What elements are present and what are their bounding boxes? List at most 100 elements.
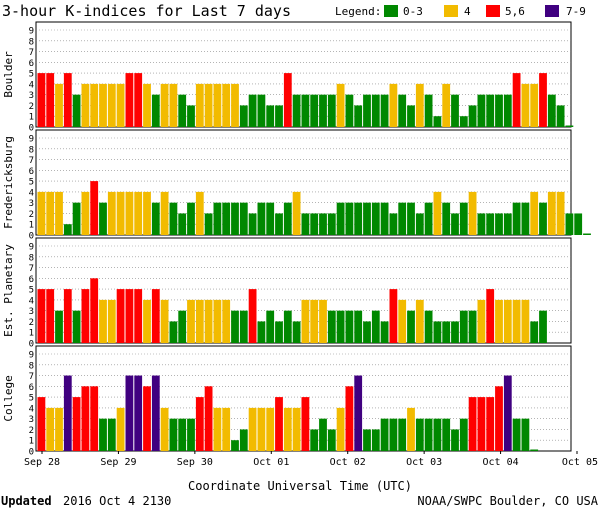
k-bar (495, 213, 503, 235)
k-bar (72, 397, 81, 451)
k-bar (380, 94, 389, 127)
k-bar (72, 202, 81, 235)
k-bar (371, 202, 380, 235)
legend-entry-4: 4 (464, 5, 471, 18)
k-bar (433, 116, 442, 127)
y-tick-label: 3 (29, 307, 34, 317)
k-bar (222, 407, 231, 451)
k-bar (442, 321, 451, 343)
k-bar (512, 299, 521, 343)
k-bar (204, 83, 213, 127)
k-bar (407, 310, 415, 343)
k-bar (169, 321, 178, 343)
k-bar (46, 73, 55, 127)
k-bar (63, 375, 72, 451)
k-bar (547, 94, 556, 127)
k-bar (283, 407, 292, 451)
k-bar (151, 375, 160, 451)
k-bar (160, 191, 169, 235)
x-tick-label: Oct 04 (483, 457, 519, 468)
k-bar (81, 83, 90, 127)
k-bar (319, 213, 327, 235)
k-bar (547, 191, 556, 235)
k-bar (248, 94, 257, 127)
y-tick-label: 9 (29, 243, 34, 253)
y-tick-label: 0 (29, 448, 34, 458)
k-bar (319, 299, 327, 343)
k-bar (442, 418, 451, 451)
k-bar (451, 94, 459, 127)
k-bar (424, 202, 433, 235)
y-tick-label: 2 (29, 210, 34, 220)
k-bar (222, 299, 231, 343)
k-bar (319, 418, 327, 451)
k-bar (459, 418, 468, 451)
k-bar (222, 83, 231, 127)
k-bar (187, 105, 195, 127)
k-bar (151, 202, 160, 235)
k-bar (451, 213, 459, 235)
k-bar (63, 289, 72, 343)
y-tick-label: 2 (29, 426, 34, 436)
k-bar (292, 321, 301, 343)
legend: Legend: 0-3 4 5,6 7-9 (335, 5, 586, 18)
k-bar (178, 310, 187, 343)
series-name: College (2, 375, 15, 421)
k-bar (459, 202, 468, 235)
k-bar (204, 299, 213, 343)
k-bar (143, 299, 151, 343)
y-tick-label: 5 (29, 70, 34, 80)
k-bar (415, 418, 424, 451)
k-bar (486, 289, 495, 343)
k-bar (90, 83, 99, 127)
legend-entry-7-9: 7-9 (566, 5, 586, 18)
k-bar (55, 83, 63, 127)
k-bar (275, 397, 283, 451)
k-bar (512, 202, 521, 235)
x-tick-label: Oct 03 (406, 457, 442, 468)
k-bar (310, 94, 319, 127)
k-bar (521, 418, 530, 451)
k-bar (530, 191, 539, 235)
x-tick-label: Oct 01 (253, 457, 289, 468)
k-bar (239, 202, 248, 235)
x-axis-tick-labels: Sep 28 Sep 29 Sep 30 Oct 01 Oct 02 Oct 03 Oct … (24, 451, 598, 468)
k-bar (99, 418, 107, 451)
k-bar (477, 397, 486, 451)
k-bar (99, 202, 107, 235)
k-bar (310, 213, 319, 235)
k-bar (486, 397, 495, 451)
k-bar (143, 83, 151, 127)
k-bar (327, 429, 336, 451)
k-bar (37, 289, 46, 343)
y-tick-label: 5 (29, 286, 34, 296)
k-bar (195, 83, 204, 127)
k-bar (81, 289, 90, 343)
y-tick-label: 7 (29, 372, 34, 382)
k-bar (107, 418, 116, 451)
k-bar (160, 299, 169, 343)
x-tick-label: Sep 28 (24, 457, 60, 468)
k-bar (556, 105, 565, 127)
k-bar (275, 213, 283, 235)
k-bar (574, 213, 583, 235)
k-bar (389, 213, 398, 235)
k-bar (99, 299, 107, 343)
k-bar (415, 299, 424, 343)
k-bar (187, 418, 195, 451)
k-bar (55, 191, 63, 235)
k-bar (415, 83, 424, 127)
legend-label: Legend: (335, 5, 381, 18)
k-bar (231, 83, 239, 127)
k-bar (292, 407, 301, 451)
k-bar (565, 125, 574, 127)
y-tick-label: 6 (29, 59, 34, 69)
k-bar (257, 202, 266, 235)
k-bar (81, 191, 90, 235)
k-bar (459, 116, 468, 127)
k-bar (407, 105, 415, 127)
k-bar (204, 386, 213, 451)
k-bar (486, 94, 495, 127)
k-bar (583, 233, 591, 235)
k-bar (503, 299, 512, 343)
